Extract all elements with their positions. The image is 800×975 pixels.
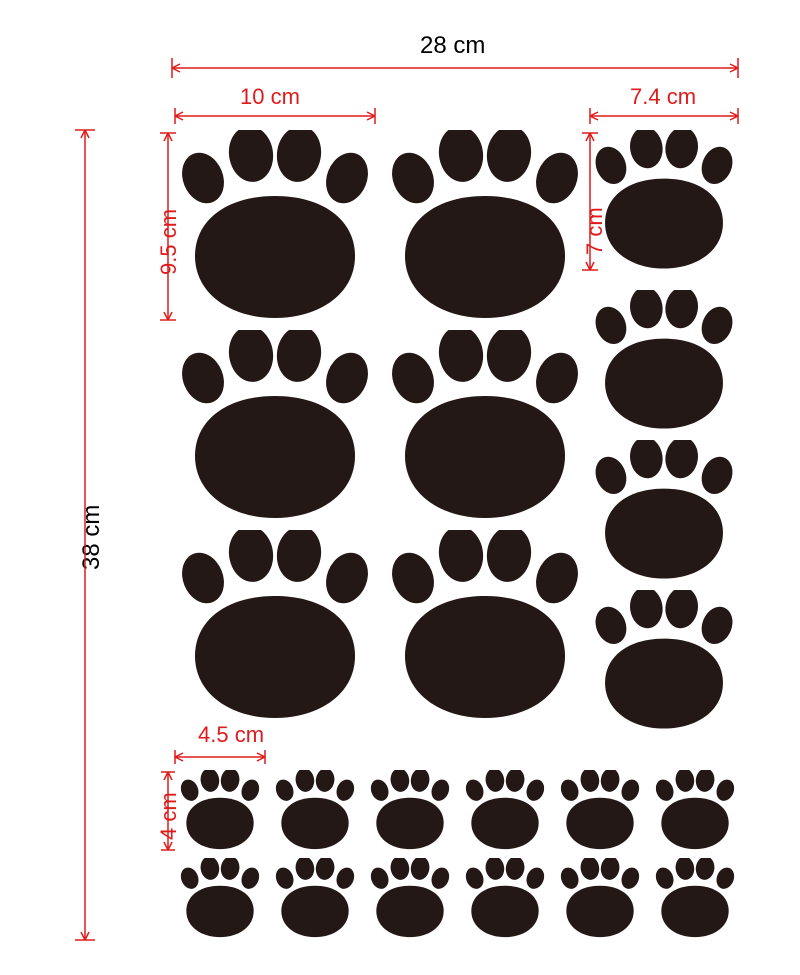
paw-small-icon [555,858,645,938]
paw-medium-icon [590,290,738,430]
paw-small-icon [460,770,550,850]
paw-large-icon [175,130,375,320]
paw-medium-icon [590,590,738,730]
paw-small-icon [175,858,265,938]
paw-small-icon [365,770,455,850]
paw-small-icon [650,770,740,850]
paw-medium-icon [590,440,738,580]
paw-large-icon [175,330,375,520]
diagram-stage: 28 cm 38 cm 10 cm 9.5 cm 7.4 cm 7 cm 4.5… [0,0,800,975]
paw-small-icon [460,858,550,938]
paw-medium-icon [590,130,738,270]
paw-small-icon [175,770,265,850]
paw-large-icon [175,530,375,720]
paw-small-icon [270,858,360,938]
paw-small-icon [555,770,645,850]
paw-large-icon [385,130,585,320]
paw-large-icon [385,530,585,720]
paw-small-icon [365,858,455,938]
paw-small-icon [650,858,740,938]
paw-large-icon [385,330,585,520]
paw-small-icon [270,770,360,850]
